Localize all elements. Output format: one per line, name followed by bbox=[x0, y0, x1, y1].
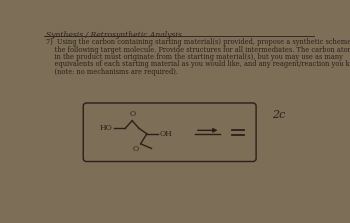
Text: Synthesis / Retrosynthetic Analysis: Synthesis / Retrosynthetic Analysis bbox=[46, 31, 182, 39]
Text: 2c: 2c bbox=[272, 110, 286, 120]
Text: in the product must originate from the starting material(s), but you may use as : in the product must originate from the s… bbox=[46, 53, 343, 61]
FancyBboxPatch shape bbox=[83, 103, 256, 161]
Text: O: O bbox=[132, 145, 138, 153]
Text: the following target molecule. Provide structures for all intermediates. The car: the following target molecule. Provide s… bbox=[46, 46, 350, 54]
Text: O: O bbox=[130, 110, 136, 118]
Text: HO: HO bbox=[99, 124, 112, 132]
Text: OH: OH bbox=[160, 130, 173, 138]
Text: 7)  Using the carbon containing starting material(s) provided, propose a synthet: 7) Using the carbon containing starting … bbox=[46, 38, 350, 46]
Text: (note: no mechanisms are required).: (note: no mechanisms are required). bbox=[46, 68, 178, 76]
Text: equivalents of each starting material as you would like, and any reagent/reactio: equivalents of each starting material as… bbox=[46, 60, 350, 68]
